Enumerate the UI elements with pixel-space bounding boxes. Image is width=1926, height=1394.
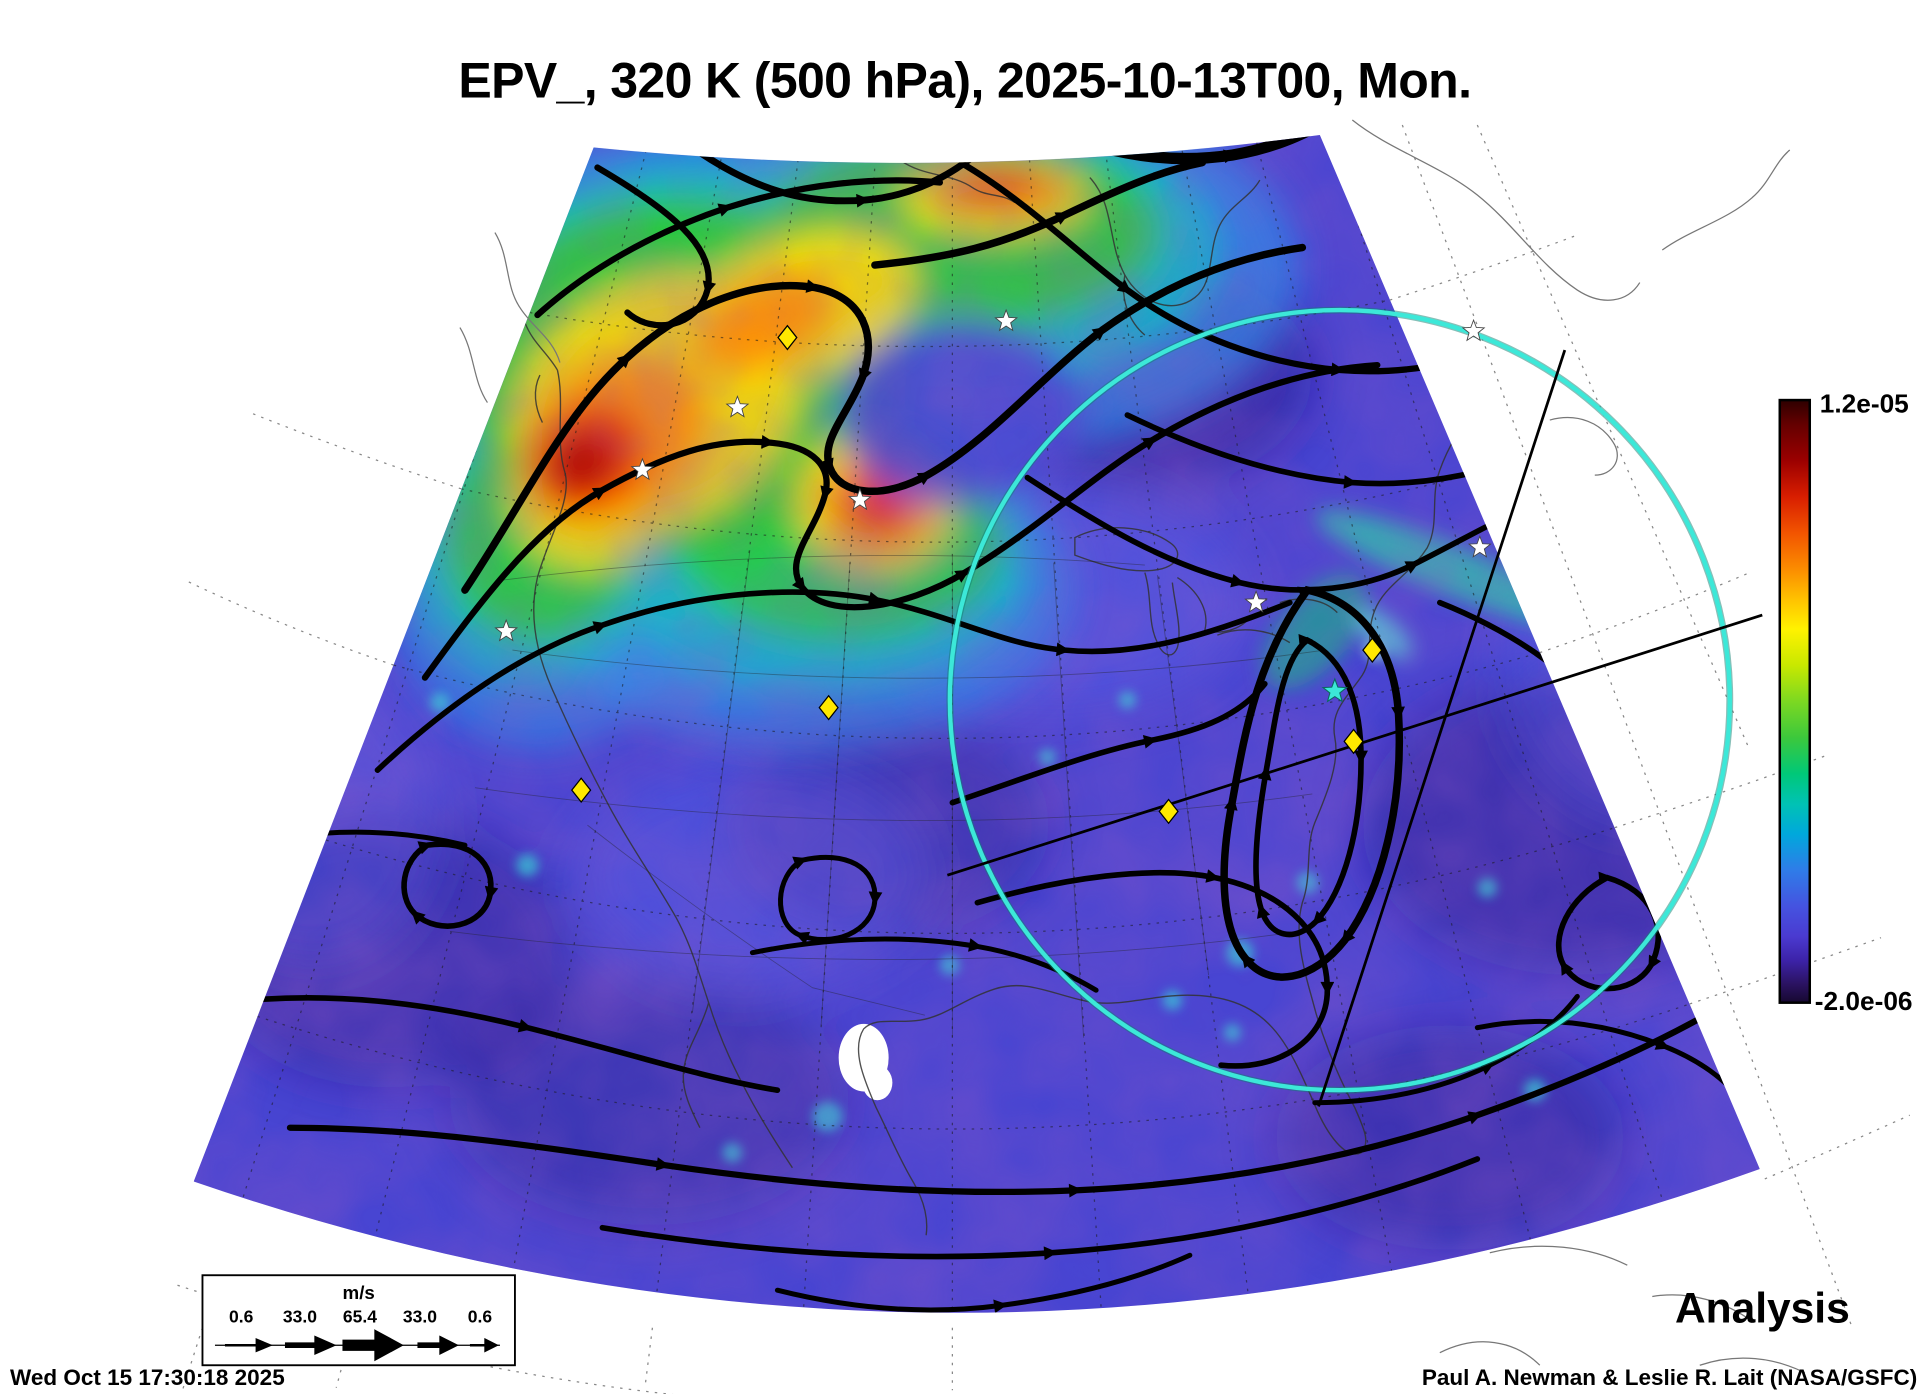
lake-ontario: [1279, 598, 1338, 614]
streamline: [599, 1156, 1481, 1261]
border-line: [474, 787, 1313, 821]
wind-arrow-head: [439, 1335, 459, 1356]
coastline-outside: [1549, 417, 1618, 476]
parallel-arc: [1764, 1114, 1911, 1180]
colorbar-gradient: [1778, 398, 1812, 1004]
coastline-west: [533, 369, 793, 1169]
streamline: [534, 177, 944, 319]
streamline: [286, 999, 1731, 1198]
wind-legend-tick-4: 0.6: [468, 1307, 493, 1327]
wind-arrow-head: [314, 1335, 337, 1355]
coastline-outside: [459, 327, 488, 403]
colorbar-min-label: -2.0e-06: [1815, 986, 1913, 1016]
streamline: [774, 1252, 1193, 1313]
wind-arrow-head: [374, 1329, 404, 1362]
meridian-line: [1401, 124, 1853, 1328]
figure-title: EPV_, 320 K (500 hPa), 2025-10-13T00, Mo…: [458, 53, 1471, 109]
analysis-label: Analysis: [1675, 1286, 1850, 1333]
parallel-arc: [187, 580, 394, 666]
wind-speed-legend: m/s 0.6 33.0 65.4 33.0 0.6: [201, 1274, 516, 1367]
outside-coastlines: [459, 119, 1806, 1374]
meridian-line: [1251, 135, 1553, 1313]
parallel-arc: [249, 411, 462, 490]
field-blob: [862, 1065, 893, 1101]
coastline-outside: [1351, 119, 1641, 301]
border-line: [512, 649, 1325, 679]
lake-michigan: [1144, 572, 1180, 656]
parallel-arc: [1614, 754, 1828, 829]
timestamp-text: Wed Oct 15 17:30:18 2025: [10, 1365, 285, 1390]
meridian-line: [644, 1327, 654, 1388]
cross-section-line: [1317, 349, 1567, 1107]
streamline: [696, 139, 994, 208]
wind-legend-tick-3: 33.0: [403, 1307, 437, 1327]
streamline: [1312, 993, 1580, 1106]
credit-text: Paul A. Newman & Leslie R. Lait (NASA/GS…: [1422, 1365, 1917, 1390]
streamline: [461, 243, 1307, 594]
streamline: [421, 361, 1381, 681]
streamline: [374, 589, 1293, 773]
streamline: [224, 994, 781, 1094]
coastline-outside: [494, 232, 561, 363]
wind-arrow-head: [484, 1337, 499, 1353]
lake-erie: [1217, 629, 1291, 644]
colorbar: 1.2e-05 -2.0e-06: [1778, 389, 1913, 1016]
wind-legend-units: m/s: [343, 1282, 375, 1303]
streamline: [949, 681, 1268, 806]
coastline-outside: [1652, 1294, 1753, 1322]
coastline-outside: [1439, 1341, 1541, 1366]
streamline: [871, 158, 1207, 269]
parallel-arc: [393, 652, 1540, 739]
wind-arrow-head: [255, 1338, 273, 1353]
colorbar-max-label: 1.2e-05: [1820, 389, 1909, 419]
map-fan: [193, 135, 1760, 1313]
streamline: [974, 869, 1335, 1069]
border-line: [449, 930, 1300, 960]
meridian-line: [181, 1327, 204, 1391]
streamline-closed-loop: [401, 841, 491, 929]
coastline-arctic: [899, 159, 1016, 204]
meridian-line: [351, 135, 654, 1313]
wind-legend-tick-2: 65.4: [343, 1307, 377, 1327]
wind-legend-tick-1: 33.0: [283, 1307, 317, 1327]
wind-legend-tick-0: 0.6: [229, 1307, 254, 1327]
wind-arrow-scale: [214, 1329, 500, 1362]
streamline-closed-loop: [778, 854, 875, 939]
range-circle: [947, 307, 1732, 1093]
coastline-outside: [1661, 149, 1791, 251]
parallel-arc: [1539, 572, 1751, 654]
coastline-outside: [1489, 1245, 1628, 1266]
coastline-outside: [1699, 1357, 1806, 1374]
field-mottle-texture: [193, 135, 1760, 1313]
streamline: [1662, 525, 1753, 706]
coastline-island: [534, 374, 544, 423]
border-line: [587, 824, 925, 1016]
